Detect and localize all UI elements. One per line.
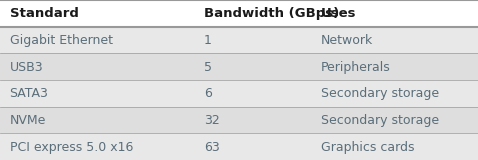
Text: Secondary storage: Secondary storage	[321, 87, 439, 100]
Text: 6: 6	[204, 87, 212, 100]
Text: 32: 32	[204, 114, 220, 127]
Text: USB3: USB3	[10, 61, 43, 74]
Text: 1: 1	[204, 34, 212, 47]
Text: SATA3: SATA3	[10, 87, 48, 100]
Text: Secondary storage: Secondary storage	[321, 114, 439, 127]
Bar	[0, 107, 478, 133]
Text: Graphics cards: Graphics cards	[321, 141, 415, 154]
Bar	[0, 133, 478, 160]
Text: PCI express 5.0 x16: PCI express 5.0 x16	[10, 141, 133, 154]
Text: Network: Network	[321, 34, 373, 47]
Text: Peripherals: Peripherals	[321, 61, 391, 74]
Bar	[0, 27, 478, 53]
Text: Bandwidth (GBps): Bandwidth (GBps)	[204, 7, 339, 20]
Bar	[0, 53, 478, 80]
Text: Uses: Uses	[321, 7, 357, 20]
Text: Gigabit Ethernet: Gigabit Ethernet	[10, 34, 112, 47]
Text: 63: 63	[204, 141, 220, 154]
Text: 5: 5	[204, 61, 212, 74]
Bar	[0, 80, 478, 107]
Bar	[0, 0, 478, 27]
Text: Standard: Standard	[10, 7, 78, 20]
Text: NVMe: NVMe	[10, 114, 46, 127]
